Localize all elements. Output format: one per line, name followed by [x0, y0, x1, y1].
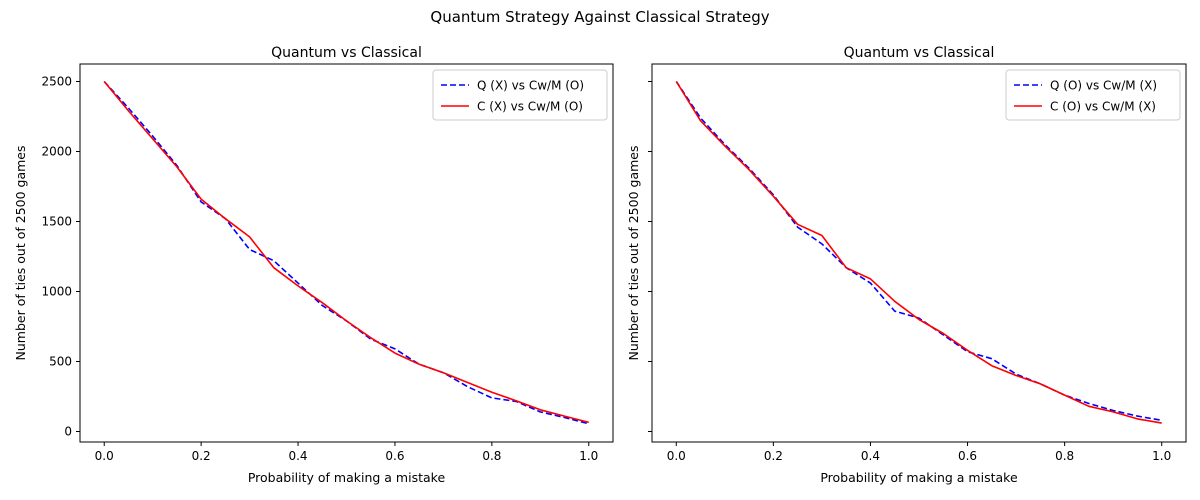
chart-title: Quantum vs Classical: [844, 45, 995, 61]
y-tick-label: 0: [64, 425, 72, 439]
x-axis-label: Probability of making a mistake: [248, 470, 446, 485]
x-tick-label: 0.4: [288, 449, 307, 463]
y-tick-label: 2500: [41, 75, 72, 89]
x-tick-label: 1.0: [579, 449, 598, 463]
x-tick-label: 0.2: [764, 449, 783, 463]
left-chart: Quantum vs Classical 0.0 0.2 0.4 0.6 0.8 1.0 0 5…: [13, 45, 614, 485]
legend-label-1: Q (X) vs Cw/M (O): [477, 79, 584, 93]
legend: Q (X) vs Cw/M (O) C (X) vs Cw/M (O): [432, 69, 608, 121]
x-tick-label: 0.0: [667, 449, 686, 463]
plot-frame: [651, 63, 1187, 443]
chart-title: Quantum vs Classical: [271, 45, 422, 61]
series-line-1: [103, 80, 590, 425]
series-line-2: [103, 80, 590, 424]
series-line-1: [675, 81, 1162, 422]
x-tick-label: 0.6: [958, 449, 977, 463]
x-tick-label: 0.8: [482, 449, 501, 463]
y-axis-label: Number of ties out of 2500 games: [13, 146, 28, 361]
plot-frame: [79, 63, 614, 443]
x-tick-label: 0.6: [385, 449, 404, 463]
legend-box: [432, 69, 608, 121]
legend: Q (O) vs Cw/M (X) C (O) vs Cw/M (X): [1005, 69, 1181, 121]
figure-suptitle: Quantum Strategy Against Classical Strat…: [430, 8, 769, 26]
legend-label-2: C (O) vs Cw/M (X): [1050, 100, 1156, 114]
y-axis-label: Number of ties out of 2500 games: [626, 146, 641, 361]
x-tick-label: 0.2: [192, 449, 211, 463]
legend-label-2: C (X) vs Cw/M (O): [477, 100, 583, 114]
y-tick-label: 1000: [41, 285, 72, 299]
x-tick-label: 0.8: [1055, 449, 1074, 463]
legend-box: [1005, 69, 1181, 121]
x-tick-label: 0.0: [95, 449, 114, 463]
right-chart: Quantum vs Classical 0.0 0.2 0.4 0.6 0.8 1.0 Pr…: [626, 45, 1187, 485]
x-tick-label: 1.0: [1152, 449, 1171, 463]
y-tick-label: 500: [49, 355, 72, 369]
x-axis-label: Probability of making a mistake: [820, 470, 1018, 485]
series-line-2: [675, 81, 1162, 424]
legend-label-1: Q (O) vs Cw/M (X): [1050, 79, 1157, 93]
x-tick-label: 0.4: [861, 449, 880, 463]
y-tick-label: 1500: [41, 215, 72, 229]
y-tick-label: 2000: [41, 145, 72, 159]
